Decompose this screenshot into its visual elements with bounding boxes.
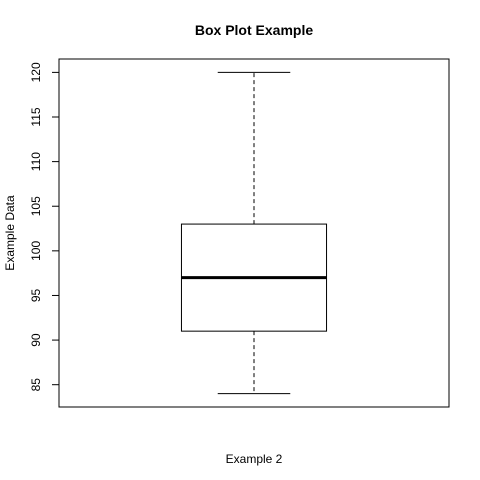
y-tick-label: 90: [29, 333, 43, 347]
y-axis-label: Example Data: [3, 195, 17, 271]
y-axis: 85 90 95 100 105 110 115 120: [29, 62, 60, 392]
y-tick-label: 85: [29, 378, 43, 392]
y-tick-label: 120: [29, 62, 43, 82]
box-group: [180, 71, 328, 395]
chart-title: Box Plot Example: [195, 22, 313, 38]
y-tick-label: 110: [29, 152, 43, 171]
y-tick-label: 95: [29, 288, 43, 302]
x-axis-label: Example 2: [226, 452, 283, 466]
y-tick-label: 115: [29, 107, 43, 126]
y-tick-label: 100: [29, 241, 43, 261]
y-tick-label: 105: [29, 196, 43, 216]
